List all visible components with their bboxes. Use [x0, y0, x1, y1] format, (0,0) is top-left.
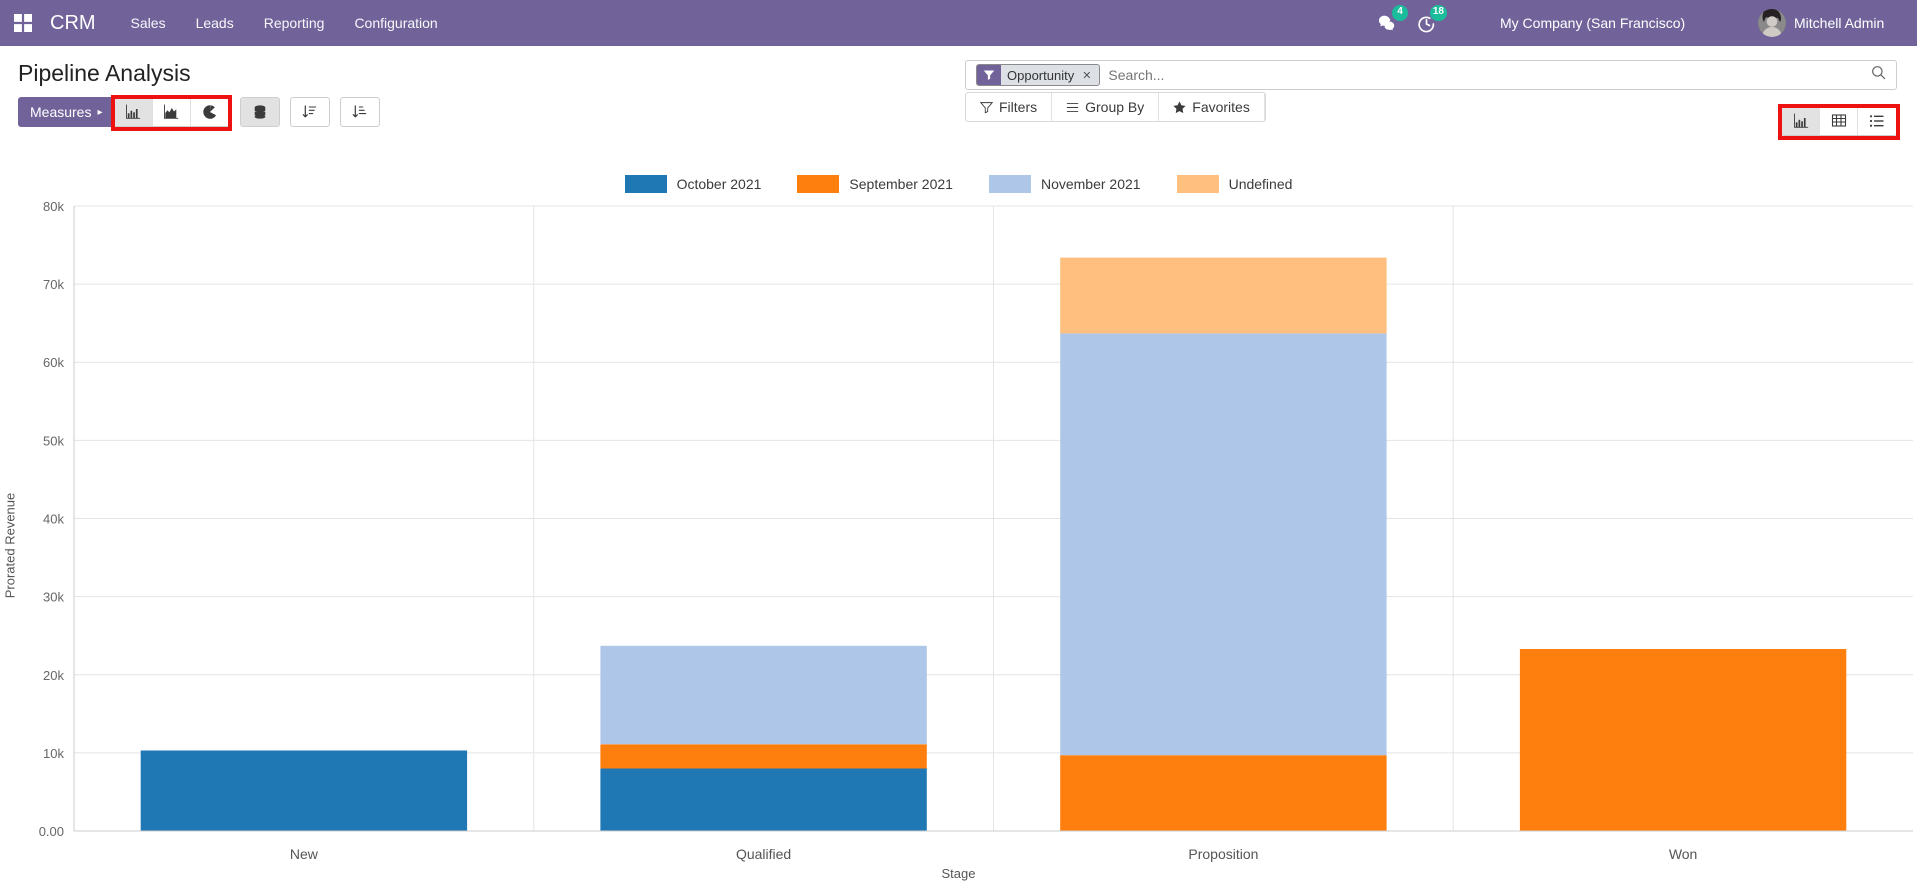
- svg-text:0.00: 0.00: [39, 824, 64, 839]
- svg-text:10k: 10k: [43, 746, 64, 761]
- svg-text:50k: 50k: [43, 433, 64, 448]
- svg-text:70k: 70k: [43, 277, 64, 292]
- svg-text:Qualified: Qualified: [736, 846, 791, 862]
- svg-text:40k: 40k: [43, 512, 64, 527]
- svg-text:20k: 20k: [43, 668, 64, 683]
- svg-text:60k: 60k: [43, 355, 64, 370]
- svg-text:Proposition: Proposition: [1188, 846, 1258, 862]
- svg-text:New: New: [290, 846, 319, 862]
- svg-text:Won: Won: [1669, 846, 1698, 862]
- svg-text:80k: 80k: [43, 202, 64, 214]
- svg-text:30k: 30k: [43, 590, 64, 605]
